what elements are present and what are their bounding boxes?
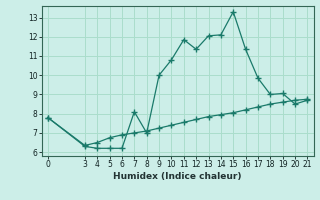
- X-axis label: Humidex (Indice chaleur): Humidex (Indice chaleur): [113, 172, 242, 181]
